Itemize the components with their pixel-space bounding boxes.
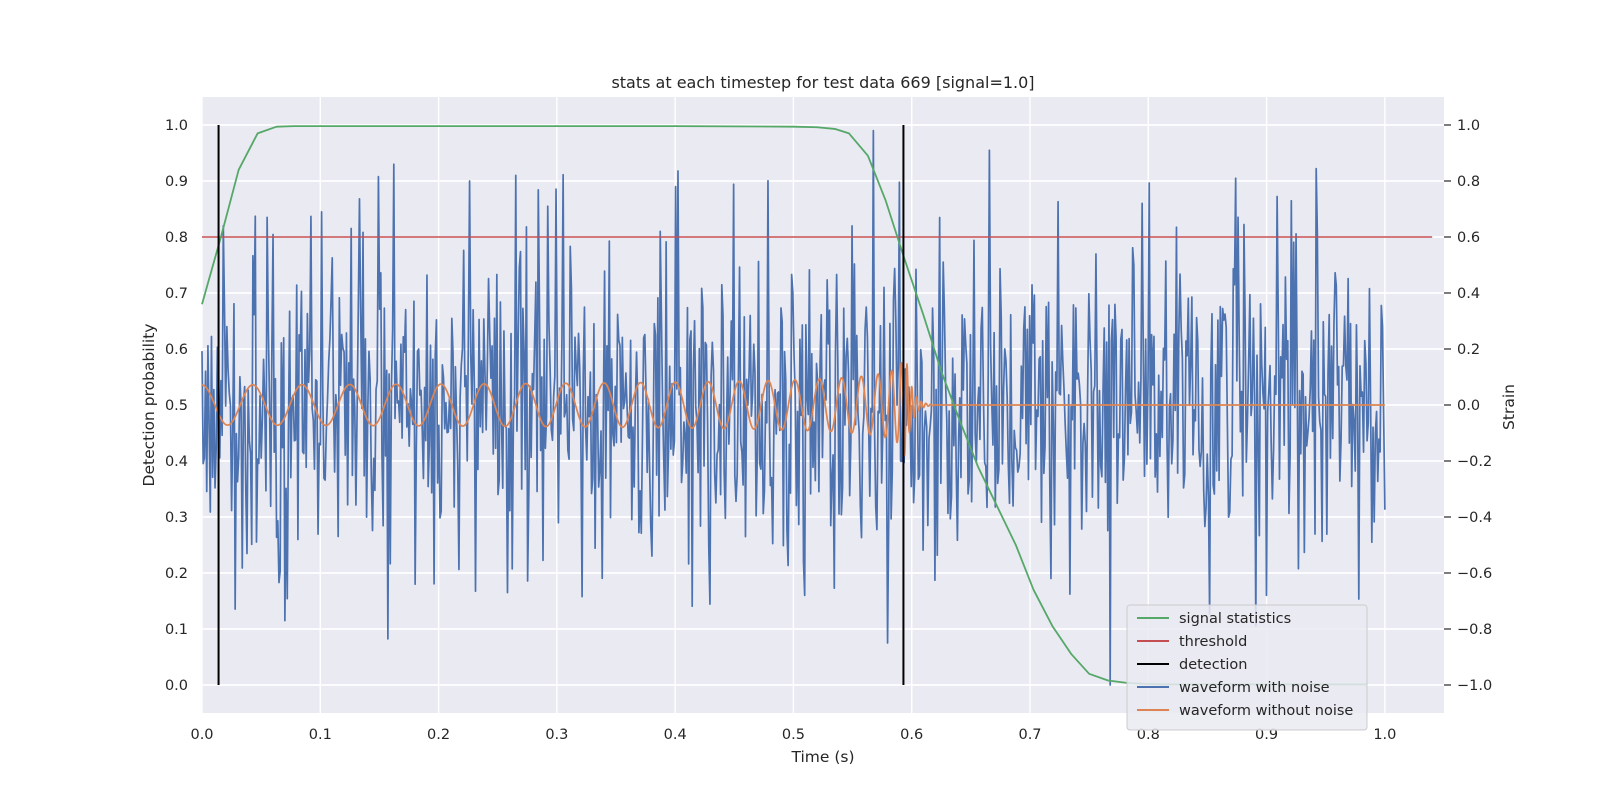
x-tick-label: 0.8 [1137, 727, 1160, 743]
y2-tick-label: 1.0 [1457, 118, 1480, 134]
x-tick-label: 0.0 [190, 727, 213, 743]
y2-tick-label: 0.8 [1457, 174, 1480, 190]
x-tick-label: 0.2 [427, 727, 450, 743]
legend-label: threshold [1179, 634, 1247, 650]
y-tick-label: 0.3 [165, 510, 188, 526]
y-tick-label: 0.4 [165, 454, 188, 470]
y2-tick-label: −0.6 [1457, 566, 1492, 582]
series-waveform-without-noise [201, 361, 1386, 457]
series-layer [201, 125, 1433, 686]
y2-tick-label: −0.4 [1457, 510, 1492, 526]
y2-tick-label: 0.0 [1457, 398, 1480, 414]
y-tick-label: 0.0 [165, 678, 188, 694]
legend-label: detection [1179, 657, 1247, 673]
y2-tick-label: −0.2 [1457, 454, 1492, 470]
series-signal-statistics [201, 125, 1368, 686]
legend-label: waveform without noise [1179, 703, 1353, 719]
x-tick-label: 0.4 [664, 727, 687, 743]
y-tick-label: 1.0 [165, 118, 188, 134]
x-tick-label: 0.5 [782, 727, 805, 743]
legend-label: signal statistics [1179, 611, 1291, 627]
x-tick-label: 0.7 [1018, 727, 1041, 743]
x-tick-label: 1.0 [1373, 727, 1396, 743]
x-tick-label: 0.1 [309, 727, 332, 743]
x-tick-label: 0.6 [900, 727, 923, 743]
y2-axis-label: Strain [1500, 384, 1518, 430]
y-tick-label: 0.6 [165, 342, 188, 358]
x-tick-label: 0.9 [1255, 727, 1278, 743]
y2-tick-label: 0.2 [1457, 342, 1480, 358]
x-tick-label: 0.3 [545, 727, 568, 743]
y-tick-label: 0.8 [165, 230, 188, 246]
axes: 0.0 0.1 0.2 0.3 0.4 0.5 0.6 0.7 0.8 0.9 1.0 0.0 0.1 0… [165, 118, 1492, 743]
y-tick-label: 0.2 [165, 566, 188, 582]
y-tick-label: 0.9 [165, 174, 188, 190]
y2-tick-label: −1.0 [1457, 678, 1492, 694]
y2-tick-label: 0.4 [1457, 286, 1480, 302]
legend-label: waveform with noise [1179, 680, 1330, 696]
y2-tick-label: −0.8 [1457, 622, 1492, 638]
series-waveform-with-noise [201, 129, 1386, 686]
x-axis-label: Time (s) [790, 748, 854, 766]
legend-box [1126, 604, 1368, 731]
y-axis-label: Detection probability [140, 324, 158, 487]
legend: signal statistics threshold detection wavef… [1126, 604, 1368, 731]
y-tick-label: 0.5 [165, 398, 188, 414]
y2-tick-label: 0.6 [1457, 230, 1480, 246]
chart-title: stats at each timestep for test data 669… [611, 73, 1034, 92]
y-tick-label: 0.1 [165, 622, 188, 638]
y-tick-label: 0.7 [165, 286, 188, 302]
